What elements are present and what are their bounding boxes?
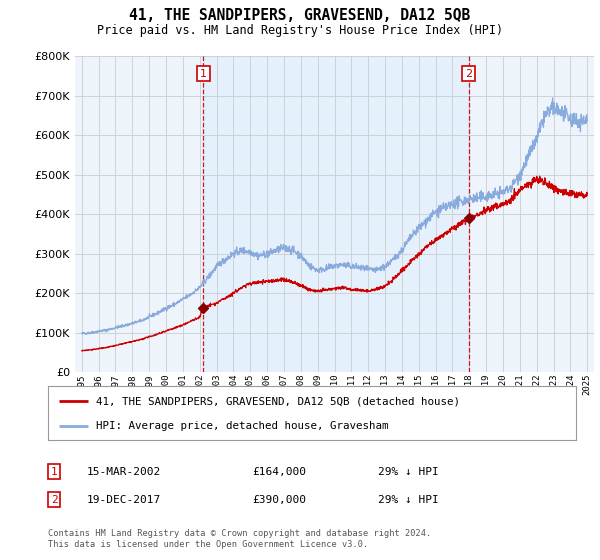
Text: 15-MAR-2002: 15-MAR-2002 [87, 466, 161, 477]
Text: Contains HM Land Registry data © Crown copyright and database right 2024.
This d: Contains HM Land Registry data © Crown c… [48, 529, 431, 549]
Text: 2: 2 [50, 494, 58, 505]
Text: 29% ↓ HPI: 29% ↓ HPI [378, 494, 439, 505]
Text: 19-DEC-2017: 19-DEC-2017 [87, 494, 161, 505]
Text: 29% ↓ HPI: 29% ↓ HPI [378, 466, 439, 477]
Text: £390,000: £390,000 [252, 494, 306, 505]
Text: 1: 1 [200, 69, 207, 78]
Text: Price paid vs. HM Land Registry's House Price Index (HPI): Price paid vs. HM Land Registry's House … [97, 24, 503, 36]
Text: £164,000: £164,000 [252, 466, 306, 477]
Text: 1: 1 [50, 466, 58, 477]
Text: HPI: Average price, detached house, Gravesham: HPI: Average price, detached house, Grav… [95, 421, 388, 431]
Text: 2: 2 [465, 69, 472, 78]
Bar [203, 56, 469, 372]
Text: 41, THE SANDPIPERS, GRAVESEND, DA12 5QB: 41, THE SANDPIPERS, GRAVESEND, DA12 5QB [130, 8, 470, 24]
Text: 41, THE SANDPIPERS, GRAVESEND, DA12 5QB (detached house): 41, THE SANDPIPERS, GRAVESEND, DA12 5QB … [95, 396, 460, 407]
